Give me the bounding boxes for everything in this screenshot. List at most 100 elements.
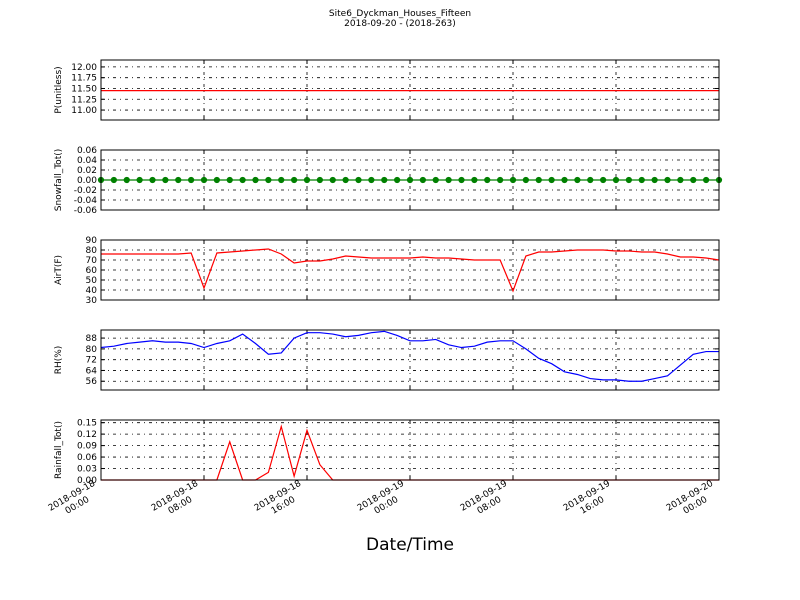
- y-tick-label: 0.06: [77, 453, 97, 463]
- x-tick-label: 2018-09-1800:00: [47, 479, 103, 523]
- data-point: [612, 176, 620, 184]
- data-point: [432, 176, 439, 184]
- data-point: [522, 176, 529, 184]
- data-point: [638, 176, 645, 184]
- y-tick-label: 80: [86, 246, 98, 256]
- data-line: [100, 330, 719, 382]
- data-point: [162, 176, 169, 184]
- data-point: [213, 176, 220, 184]
- data-point: [690, 176, 697, 184]
- data-point: [316, 176, 323, 184]
- data-point: [123, 176, 130, 184]
- data-point: [110, 176, 117, 184]
- data-point: [600, 176, 607, 184]
- plot-frame: [100, 239, 720, 301]
- y-axis-label: Snowfall_Tot(): [54, 149, 64, 212]
- plot-frame: [100, 59, 720, 121]
- data-point: [497, 176, 504, 184]
- data-line: [101, 248, 720, 293]
- y-tick-label: 0.04: [77, 156, 97, 166]
- data-point: [406, 176, 414, 184]
- chart-subtitle: 2018-09-20 - (2018-263): [344, 19, 456, 29]
- data-point: [188, 176, 195, 184]
- y-tick-label: 0.02: [77, 166, 97, 176]
- data-point: [175, 176, 182, 184]
- data-point: [239, 176, 246, 184]
- x-tick-label: 2018-09-1900:00: [356, 479, 412, 523]
- x-tick-label: 2018-09-1908:00: [459, 479, 515, 523]
- data-point: [574, 176, 581, 184]
- data-point: [471, 176, 478, 184]
- data-point: [587, 176, 594, 184]
- y-axis-label: AirT(F): [54, 255, 64, 285]
- y-tick-label: 0.09: [77, 442, 97, 452]
- y-tick-label: 80: [86, 345, 98, 355]
- data-point: [548, 176, 555, 184]
- y-tick-label: 0.03: [77, 465, 97, 475]
- y-tick-label: 60: [86, 266, 98, 276]
- x-tick-label: 2018-09-1808:00: [150, 479, 206, 523]
- y-tick-label: 40: [86, 286, 98, 296]
- data-point: [703, 176, 710, 184]
- data-point: [291, 176, 298, 184]
- data-point: [394, 176, 401, 184]
- plot-frame: [100, 329, 720, 391]
- y-tick-label: 11.75: [71, 74, 97, 84]
- x-tick-label: 2018-09-2000:00: [665, 479, 721, 523]
- y-tick-label: 0.12: [77, 430, 97, 440]
- data-point: [252, 176, 259, 184]
- data-point: [445, 176, 452, 184]
- y-tick-label: -0.04: [74, 196, 98, 206]
- data-point: [484, 176, 491, 184]
- chart-title: Site6_Dyckman_Houses_Fifteen: [329, 9, 471, 19]
- data-point: [368, 176, 375, 184]
- y-tick-label: 0.06: [77, 146, 97, 156]
- data-point: [458, 176, 465, 184]
- data-point: [535, 176, 542, 184]
- x-tick-label: 2018-09-1816:00: [253, 479, 309, 523]
- y-tick-label: 0.00: [77, 476, 97, 486]
- data-point: [149, 176, 156, 184]
- y-tick-label: 90: [86, 236, 98, 246]
- data-point: [509, 176, 517, 184]
- y-tick-label: 11.25: [71, 95, 97, 105]
- data-point: [625, 176, 632, 184]
- y-tick-label: 11.50: [71, 84, 97, 94]
- plot-frame: [100, 419, 720, 481]
- y-tick-label: 56: [86, 377, 98, 387]
- data-point: [419, 176, 426, 184]
- x-axis-label: Date/Time: [366, 535, 454, 555]
- y-tick-label: 88: [86, 334, 98, 344]
- data-point: [381, 176, 388, 184]
- y-tick-label: -0.06: [74, 206, 98, 216]
- y-tick-label: 64: [86, 366, 98, 376]
- x-tick-label: 2018-09-1916:00: [562, 479, 618, 523]
- data-point: [200, 176, 208, 184]
- y-axis-label: P(unitless): [54, 66, 64, 113]
- plot-frame: [100, 149, 720, 211]
- data-point: [355, 176, 362, 184]
- data-point: [303, 176, 311, 184]
- y-tick-label: 11.00: [71, 106, 97, 116]
- y-tick-label: 70: [86, 256, 98, 266]
- data-point: [664, 176, 671, 184]
- data-point: [342, 176, 349, 184]
- y-axis-label: RH(%): [54, 346, 64, 375]
- y-tick-label: 12.00: [71, 63, 97, 73]
- y-tick-label: 50: [86, 276, 98, 286]
- data-point: [677, 176, 684, 184]
- y-tick-label: 72: [86, 356, 97, 366]
- data-point: [226, 176, 233, 184]
- y-tick-label: 30: [86, 296, 98, 306]
- data-point: [561, 176, 568, 184]
- y-tick-label: 0.00: [77, 176, 97, 186]
- y-tick-label: 0.15: [77, 419, 97, 429]
- data-point: [278, 176, 285, 184]
- y-axis-label: Rainfall_Tot(): [54, 421, 64, 479]
- data-point: [651, 176, 658, 184]
- data-point: [136, 176, 143, 184]
- data-point: [329, 176, 336, 184]
- data-point: [265, 176, 272, 184]
- y-tick-label: -0.02: [74, 186, 97, 196]
